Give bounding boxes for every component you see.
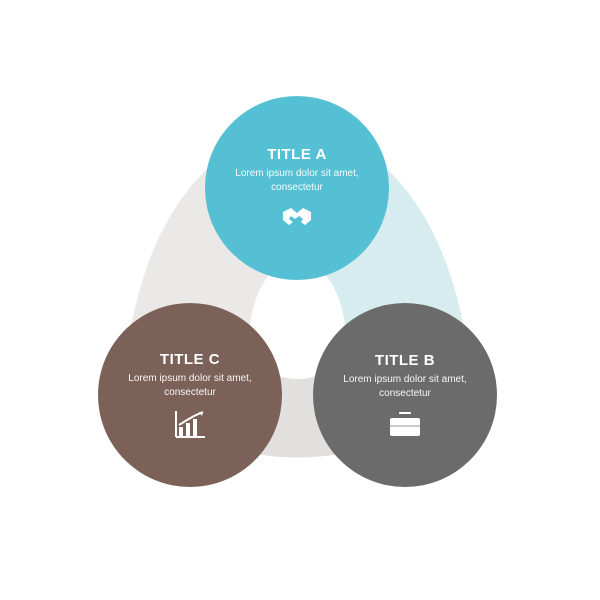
node-a-title: TITLE A (267, 146, 327, 163)
node-b: TITLE B Lorem ipsum dolor sit amet, cons… (313, 303, 497, 487)
chart-up-icon (173, 409, 207, 439)
briefcase-icon (388, 410, 422, 438)
infographic-stage: TITLE A Lorem ipsum dolor sit amet, cons… (0, 0, 600, 600)
node-c-title: TITLE C (160, 351, 220, 368)
node-b-title: TITLE B (375, 352, 435, 369)
node-c: TITLE C Lorem ipsum dolor sit amet, cons… (98, 303, 282, 487)
node-a-desc: Lorem ipsum dolor sit amet, consectetur (232, 167, 362, 194)
handshake-icon (277, 204, 317, 230)
node-c-desc: Lorem ipsum dolor sit amet, consectetur (125, 372, 255, 399)
node-b-desc: Lorem ipsum dolor sit amet, consectetur (340, 373, 470, 400)
node-a: TITLE A Lorem ipsum dolor sit amet, cons… (205, 96, 389, 280)
connector-ring (0, 0, 600, 600)
